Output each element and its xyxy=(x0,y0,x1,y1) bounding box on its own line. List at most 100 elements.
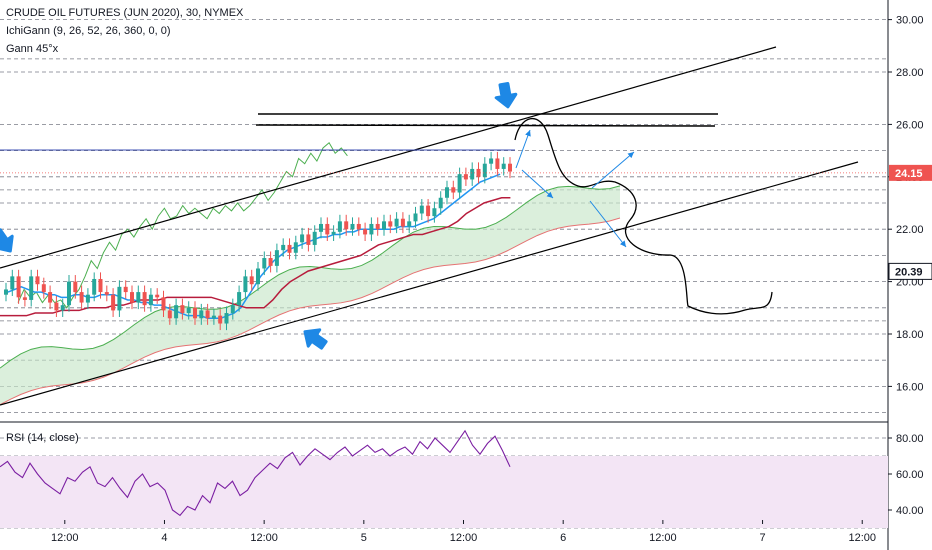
candle-body xyxy=(243,276,248,293)
price-tag-20-39: 20.39 xyxy=(888,262,932,280)
candle xyxy=(407,214,412,234)
price-tag-24-15: 24.15 xyxy=(889,164,932,181)
candle-body xyxy=(344,221,349,230)
candle xyxy=(249,269,254,291)
time-axis[interactable]: 12:00 4 12:00 5 12:00 6 12:00 7 12:00 xyxy=(51,520,876,544)
candle xyxy=(41,277,46,299)
tenkan-line xyxy=(7,173,501,320)
ichimoku-cloud xyxy=(0,185,621,406)
candle xyxy=(319,217,323,239)
candle xyxy=(325,217,330,241)
candle-body xyxy=(111,294,116,311)
candle xyxy=(161,290,166,317)
candle-body xyxy=(98,278,103,293)
price-axis[interactable]: 30.0028.0026.0024.0022.0020.0018.0016.00… xyxy=(888,15,932,517)
time-tick-label: 5 xyxy=(361,532,367,544)
gann-legend[interactable]: Gann 45°x xyxy=(6,43,59,55)
candle xyxy=(476,162,481,184)
candle-body xyxy=(300,234,305,243)
candle-body xyxy=(369,223,374,235)
projection-arrow xyxy=(515,129,531,169)
candle xyxy=(104,285,109,302)
time-tick-label: 12:00 xyxy=(848,532,876,544)
price-tick-label: 28.00 xyxy=(896,67,924,79)
candle-body xyxy=(476,168,481,177)
drawing-tools[interactable] xyxy=(0,46,888,406)
candle xyxy=(142,285,147,312)
candle xyxy=(501,157,506,176)
freehand-path xyxy=(514,117,773,315)
candle xyxy=(419,199,424,221)
lower-channel-line xyxy=(0,161,859,406)
indicator-lines xyxy=(0,141,511,320)
candle-body xyxy=(79,292,84,303)
candle-body xyxy=(218,315,223,324)
candle-body xyxy=(489,158,494,164)
candle-body xyxy=(4,289,8,295)
candle xyxy=(237,285,242,312)
candle-body xyxy=(60,305,65,311)
candle xyxy=(130,285,134,310)
candle-body xyxy=(174,305,179,319)
candle xyxy=(300,227,305,249)
rsi-line xyxy=(0,429,511,517)
candle xyxy=(167,303,172,325)
chart-title[interactable]: CRUDE OIL FUTURES (JUN 2020), 30, NYMEX xyxy=(6,7,244,19)
candle xyxy=(85,288,90,310)
top-arrow-marker xyxy=(494,81,518,109)
candle xyxy=(29,269,34,307)
ichigann-legend[interactable]: IchiGann (9, 26, 52, 26, 360, 0, 0) xyxy=(6,25,171,37)
candle xyxy=(155,288,160,304)
candle-body xyxy=(123,286,128,293)
price-tag-label: 20.39 xyxy=(895,266,923,278)
candle xyxy=(92,272,97,302)
projection-arrow xyxy=(591,151,635,189)
price-tick-label: 22.00 xyxy=(896,224,924,236)
candle-body xyxy=(394,218,399,227)
candle xyxy=(463,167,468,186)
candle-body xyxy=(104,292,109,295)
candle xyxy=(312,225,317,252)
candle xyxy=(218,309,223,331)
candle-body xyxy=(73,281,78,293)
candle-body xyxy=(501,163,506,169)
candle xyxy=(22,290,27,307)
candle xyxy=(67,275,71,312)
rsi-band xyxy=(0,456,888,528)
candle xyxy=(123,280,128,299)
candle-body xyxy=(205,310,210,319)
candle-body xyxy=(249,276,254,285)
candle-body xyxy=(35,276,40,285)
price-tick-label: 16.00 xyxy=(896,381,924,393)
rsi-legend[interactable]: RSI (14, close) xyxy=(6,432,79,444)
candle-body xyxy=(495,158,500,169)
candle-body xyxy=(312,231,317,245)
candle xyxy=(508,157,512,179)
candle-body xyxy=(130,292,134,303)
candle-body xyxy=(142,292,147,306)
left-arrow-marker xyxy=(0,228,14,253)
candle-body xyxy=(230,305,235,314)
candle xyxy=(274,243,279,273)
candle-body xyxy=(199,310,204,319)
candle xyxy=(356,217,361,236)
candle xyxy=(35,269,40,291)
candle xyxy=(117,280,122,317)
senkou-span-b xyxy=(0,217,621,406)
time-tick-label: 4 xyxy=(161,532,167,544)
candle-body xyxy=(445,187,449,198)
senkou-span-a xyxy=(0,185,621,369)
candle xyxy=(369,217,374,241)
candle-body xyxy=(457,174,462,193)
candle-body xyxy=(211,315,216,319)
candle xyxy=(224,306,229,331)
candle-body xyxy=(400,218,405,227)
candles[interactable] xyxy=(4,151,512,331)
candle-body xyxy=(331,231,336,235)
candle xyxy=(306,227,311,252)
lagging-span xyxy=(17,141,348,309)
candle xyxy=(243,269,248,299)
candle xyxy=(445,180,449,205)
